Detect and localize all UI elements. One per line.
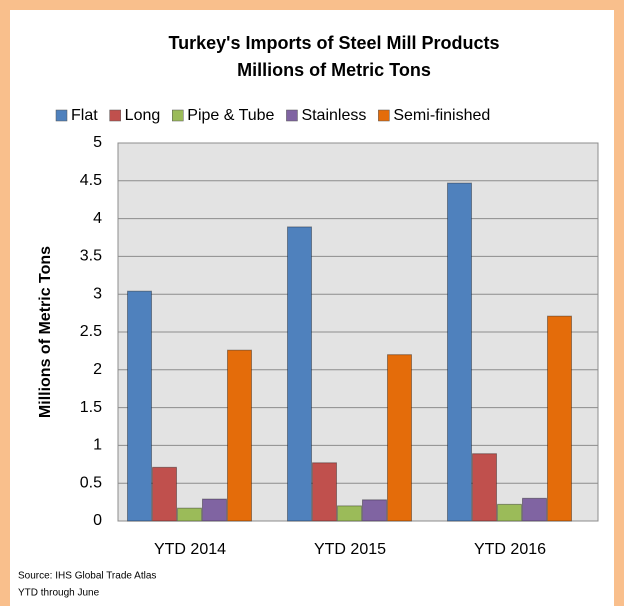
legend-label: Semi-finished (393, 107, 490, 124)
bar (177, 507, 202, 522)
bar (447, 182, 472, 522)
legend-swatch (109, 109, 121, 122)
bar (362, 499, 387, 522)
bar (472, 453, 497, 522)
legend-label: Stainless (301, 107, 366, 124)
y-tick-label: 3.5 (80, 248, 102, 265)
legend-swatch (55, 109, 68, 122)
legend-swatch (286, 109, 298, 122)
bar (497, 503, 522, 522)
x-tick-label: YTD 2015 (314, 541, 386, 558)
y-tick-label: 2.5 (80, 323, 102, 340)
y-tick-label: 3 (93, 285, 102, 302)
bar (522, 497, 547, 522)
bar (337, 505, 362, 522)
legend-swatch (172, 109, 184, 122)
bar (202, 498, 227, 522)
bar (152, 466, 177, 522)
x-tick-label: YTD 2016 (474, 541, 546, 558)
bar (127, 290, 152, 522)
y-axis-title: Millions of Metric Tons (37, 246, 54, 418)
bar (547, 315, 572, 522)
y-tick-label: 4 (93, 210, 102, 227)
bar (287, 226, 312, 522)
legend-label: Flat (71, 107, 98, 124)
legend-label: Pipe & Tube (187, 107, 274, 124)
chart-title: Turkey's Imports of Steel Mill Products (168, 33, 499, 53)
y-tick-label: 4.5 (80, 172, 102, 189)
legend-label: Long (125, 107, 161, 124)
bar (227, 349, 252, 522)
note: Source: IHS Global Trade Atlas (18, 571, 156, 582)
y-tick-label: 5 (93, 134, 102, 151)
y-tick-label: 1.5 (80, 399, 102, 416)
legend-swatch (378, 109, 390, 122)
y-tick-label: 0.5 (80, 474, 102, 491)
chart-subtitle: Millions of Metric Tons (237, 60, 431, 80)
y-tick-label: 0 (93, 512, 102, 529)
bar (387, 354, 412, 522)
y-tick-label: 2 (93, 361, 102, 378)
note: YTD through June (18, 588, 100, 599)
y-tick-label: 1 (93, 437, 102, 454)
x-tick-label: YTD 2014 (154, 541, 226, 558)
bar (312, 462, 337, 522)
